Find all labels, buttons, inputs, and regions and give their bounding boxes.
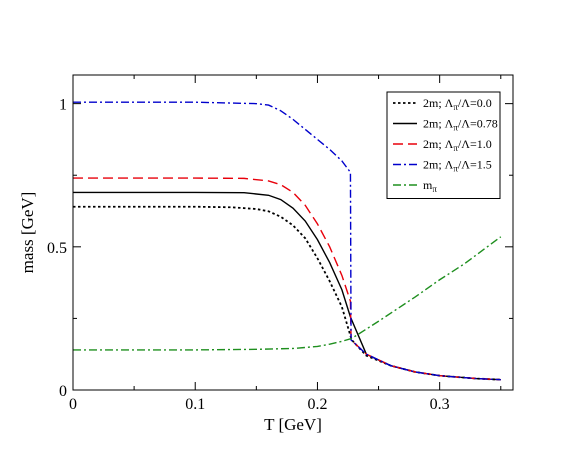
series-line-3 <box>73 101 501 381</box>
legend-label-rest: /Λ=1.5 <box>458 158 492 172</box>
x-tick-label: 0.3 <box>430 396 450 413</box>
x-axis-label: T [GeV] <box>264 415 322 434</box>
legend-label-3: 2m; Λπ/Λ=1.5 <box>423 158 492 174</box>
plot-frame <box>72 74 514 391</box>
y-tick-label: 0 <box>59 383 67 400</box>
legend-label-base: 2m; Λ <box>423 96 454 110</box>
legend-label-rest: /Λ=0.78 <box>458 117 498 131</box>
y-axis-label: mass [GeV] <box>18 192 37 274</box>
y-tick-label: 1 <box>59 97 67 114</box>
y-tick-label: 0.5 <box>47 240 67 257</box>
legend-label-2: 2m; Λπ/Λ=1.0 <box>423 137 492 153</box>
legend-label-4: mπ <box>423 178 437 194</box>
legend-label-base: 2m; Λ <box>423 158 454 172</box>
legend-label-base: 2m; Λ <box>423 117 454 131</box>
plot-area <box>73 101 502 381</box>
series-line-4 <box>73 236 502 351</box>
legend-label-base: 2m; Λ <box>423 137 454 151</box>
legend-box <box>386 91 501 199</box>
legend-label-subscript: π <box>453 143 458 153</box>
legend-label-rest: /Λ=0.0 <box>458 96 492 110</box>
series-line-2 <box>73 177 501 381</box>
axis-ticks: 0 0.1 0.2 0.3 0 0.5 1 <box>47 75 513 413</box>
legend-label-1: 2m; Λπ/Λ=0.78 <box>423 117 498 133</box>
legend-label-rest: /Λ=1.0 <box>458 137 492 151</box>
legend-label-base: m <box>423 178 433 192</box>
legend-label-0: 2m; Λπ/Λ=0.0 <box>423 96 492 112</box>
x-tick-label: 0.2 <box>307 396 327 413</box>
legend-label-subscript: π <box>453 102 458 112</box>
legend-label-subscript: π <box>453 123 458 133</box>
x-tick-label: 0.1 <box>185 396 205 413</box>
legend-label-subscript: π <box>432 184 437 194</box>
legend-label-subscript: π <box>453 164 458 174</box>
x-tick-label: 0 <box>69 396 77 413</box>
